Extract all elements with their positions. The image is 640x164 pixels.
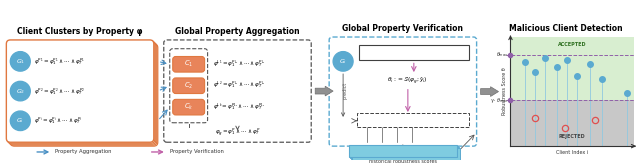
- Text: $C_1$: $C_1$: [184, 59, 193, 69]
- Text: REJECTED: REJECTED: [559, 134, 586, 139]
- Text: $\varphi^{L_k}=\varphi_1^{p_{L_k}}\wedge\cdots\wedge\varphi_T^{p_{L_k}}$: $\varphi^{L_k}=\varphi_1^{p_{L_k}}\wedge…: [212, 102, 265, 113]
- FancyBboxPatch shape: [173, 78, 205, 93]
- Text: Global Property Aggregation: Global Property Aggregation: [175, 27, 300, 36]
- Circle shape: [10, 81, 30, 101]
- Text: $\varphi^{L_2}=\varphi_1^{p_{L_2}}\wedge\cdots\wedge\varphi_T^{p_{L_2}}$: $\varphi^{L_2}=\varphi_1^{p_{L_2}}\wedge…: [212, 80, 266, 91]
- FancyBboxPatch shape: [329, 37, 477, 146]
- Bar: [350, 146, 458, 158]
- FancyBboxPatch shape: [8, 42, 156, 144]
- Bar: [351, 147, 459, 159]
- Text: Client Index i: Client Index i: [556, 150, 588, 155]
- Bar: [357, 113, 468, 127]
- Text: $(\theta_i^1,...,\theta_i^{t-1},\theta_i^t)$: $(\theta_i^1,...,\theta_i^{t-1},\theta_i…: [380, 146, 426, 156]
- Bar: [352, 148, 460, 160]
- Polygon shape: [316, 86, 333, 96]
- Text: $\varphi^{p_2}=\varphi_1^{p_2}\wedge\cdots\wedge\varphi_T^{p_2}$: $\varphi^{p_2}=\varphi_1^{p_2}\wedge\cdo…: [35, 86, 85, 96]
- FancyBboxPatch shape: [170, 49, 207, 123]
- Text: $\varphi^{p_1}=\varphi_1^{p_1}\wedge\cdots\wedge\varphi_T^{p_1}$: $\varphi^{p_1}=\varphi_1^{p_1}\wedge\cdo…: [35, 56, 85, 67]
- Text: $[\hat{y}_i^{t+1},\hat{y}_i^{t+2},...,\hat{y}_i^{t+\tau}]$: $[\hat{y}_i^{t+1},\hat{y}_i^{t+2},...,\h…: [383, 114, 442, 125]
- Text: Client Clusters by Property φ: Client Clusters by Property φ: [17, 27, 143, 36]
- Text: ACCEPTED: ACCEPTED: [558, 42, 586, 47]
- Bar: [359, 45, 468, 60]
- FancyBboxPatch shape: [173, 57, 205, 72]
- Text: $C_2$: $C_2$: [184, 81, 193, 91]
- Circle shape: [10, 111, 30, 131]
- FancyBboxPatch shape: [173, 99, 205, 115]
- Text: Global Property Verification: Global Property Verification: [342, 24, 463, 33]
- Text: Malicious Client Detection: Malicious Client Detection: [509, 24, 623, 33]
- Text: $\boldsymbol{\varphi_g=\varphi_1^P\wedge\cdots\wedge\varphi_P^P}$: $\boldsymbol{\varphi_g=\varphi_1^P\wedge…: [391, 47, 436, 58]
- Text: Property Verification: Property Verification: [170, 149, 223, 154]
- FancyBboxPatch shape: [164, 40, 311, 142]
- Circle shape: [333, 52, 353, 71]
- Text: $\theta_i:=\mathcal{S}(\varphi_g;\hat{y}_i)$: $\theta_i:=\mathcal{S}(\varphi_g;\hat{y}…: [387, 75, 428, 86]
- Text: Property Aggregation: Property Aggregation: [55, 149, 111, 154]
- Text: $\gamma\cdot\theta_{max}$: $\gamma\cdot\theta_{max}$: [490, 96, 509, 105]
- Text: $\theta_{max}$: $\theta_{max}$: [496, 50, 509, 59]
- Bar: [349, 145, 457, 157]
- FancyBboxPatch shape: [6, 40, 154, 142]
- Text: $G_i$: $G_i$: [16, 116, 24, 125]
- FancyBboxPatch shape: [10, 43, 157, 145]
- Text: $G_2$: $G_2$: [16, 87, 25, 96]
- Circle shape: [10, 52, 30, 71]
- Text: $C_k$: $C_k$: [184, 102, 193, 112]
- Text: $\varphi^{p_i}=\varphi_1^{p_i}\wedge\cdots\wedge\varphi_T^{p_i}$: $\varphi^{p_i}=\varphi_1^{p_i}\wedge\cdo…: [35, 115, 83, 126]
- Text: $\varphi_g=\varphi_1^P\wedge\cdots\wedge\varphi_T^P$: $\varphi_g=\varphi_1^P\wedge\cdots\wedge…: [215, 127, 260, 138]
- Text: $\varphi^{L_1}=\varphi_1^{p_{L_1}}\wedge\cdots\wedge\varphi_T^{p_{L_1}}$: $\varphi^{L_1}=\varphi_1^{p_{L_1}}\wedge…: [212, 59, 266, 70]
- FancyBboxPatch shape: [7, 41, 155, 143]
- FancyBboxPatch shape: [10, 44, 158, 146]
- Bar: [511, 37, 634, 100]
- Text: $G_1$: $G_1$: [16, 57, 25, 66]
- Text: predict: predict: [342, 82, 348, 99]
- Text: historical robustness scores: historical robustness scores: [369, 159, 437, 164]
- Polygon shape: [481, 87, 499, 96]
- Bar: [511, 100, 634, 146]
- Text: Robustness Score θ: Robustness Score θ: [502, 68, 507, 115]
- Text: $G_i$: $G_i$: [339, 57, 347, 66]
